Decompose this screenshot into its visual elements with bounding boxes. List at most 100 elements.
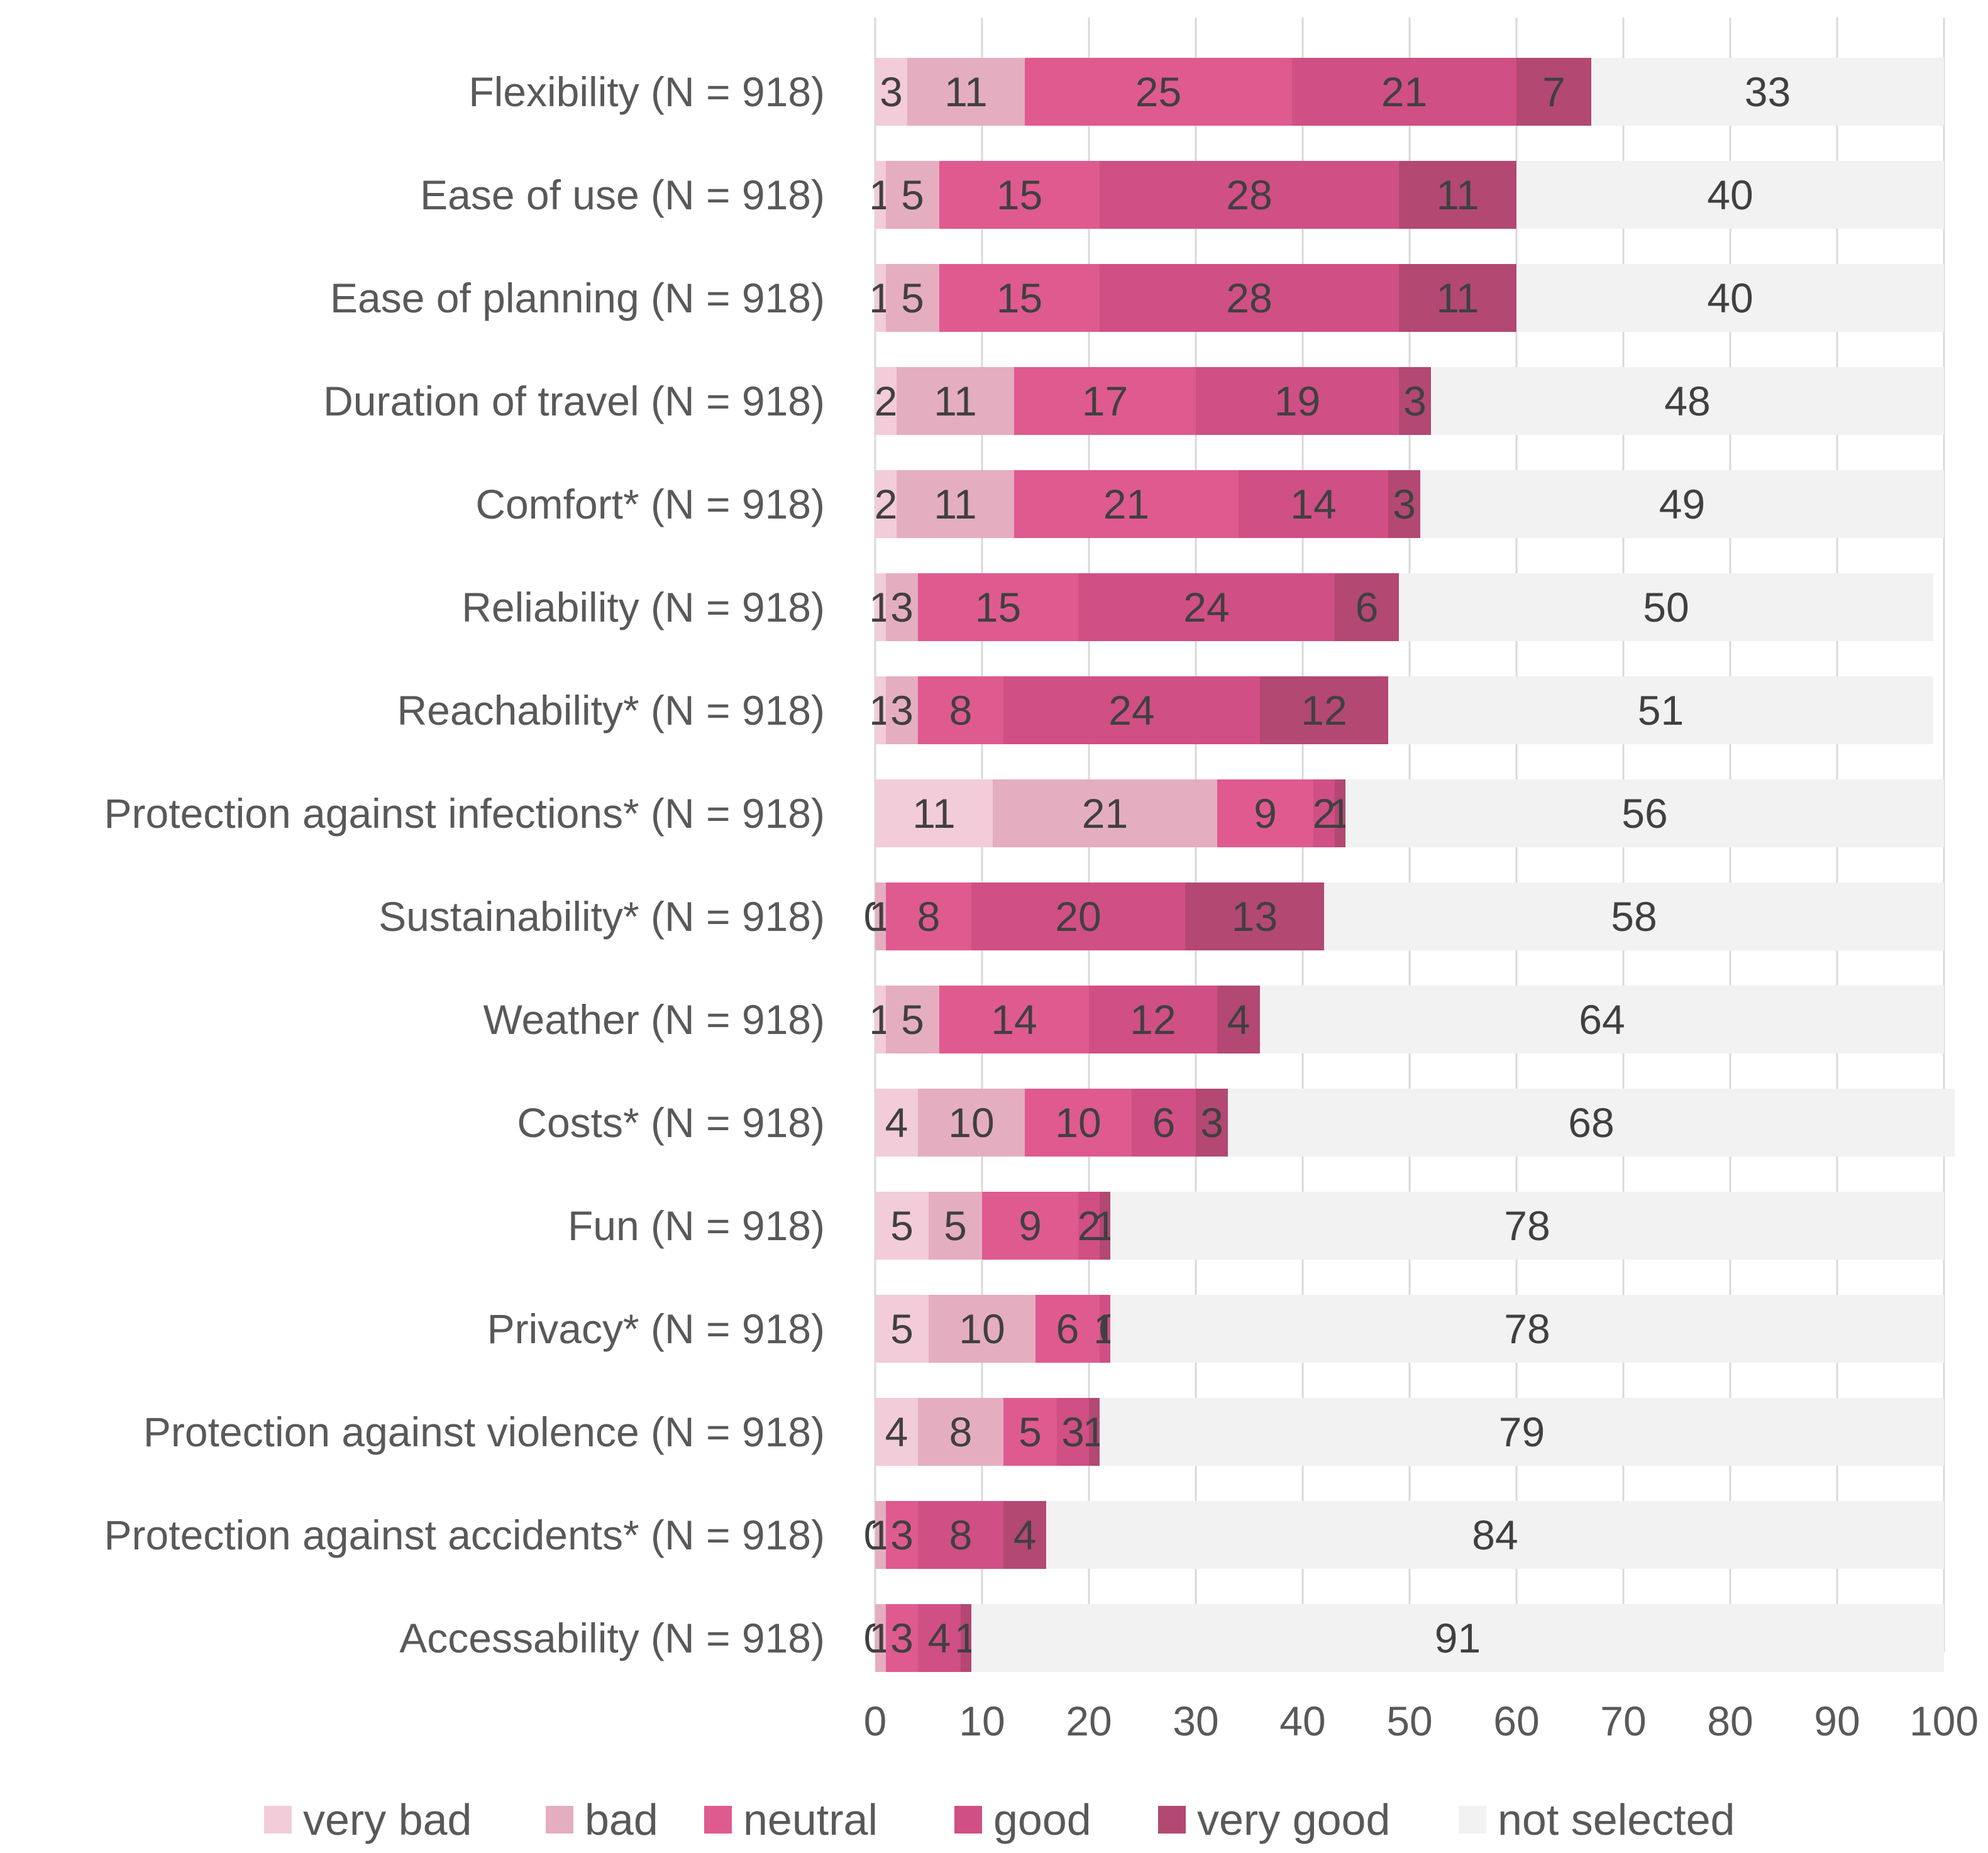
bar-reliability-not-selected xyxy=(1399,573,1933,641)
data-label-reachability-good: 24 xyxy=(1108,687,1154,734)
category-label-flexibility: Flexibility (N = 918) xyxy=(468,69,825,115)
legend-swatch-very-bad xyxy=(264,1806,292,1834)
bar-costs-very-good xyxy=(1196,1089,1228,1157)
bar-ease-of-use-bad xyxy=(886,161,939,229)
bar-costs-good xyxy=(1132,1089,1196,1157)
legend-swatch-bad xyxy=(546,1806,573,1834)
category-label-reachability: Reachability* (N = 918) xyxy=(397,687,826,734)
bar-duration-of-travel-good xyxy=(1196,367,1399,435)
bar-flexibility-very-good xyxy=(1516,58,1591,126)
data-label-costs-very-good: 3 xyxy=(1200,1099,1223,1146)
data-label-accessability-not-selected: 91 xyxy=(1435,1615,1481,1661)
data-label-protection-against-accidents-neutral: 3 xyxy=(890,1512,914,1558)
bar-reliability-neutral xyxy=(918,573,1078,641)
legend-label-very-bad: very bad xyxy=(303,1795,472,1844)
bar-sustainability-neutral xyxy=(886,883,971,950)
data-label-reachability-bad: 3 xyxy=(890,687,914,734)
data-label-weather-not-selected: 64 xyxy=(1579,996,1625,1043)
bar-costs-not-selected xyxy=(1228,1089,1955,1157)
legend-swatch-good xyxy=(954,1806,982,1834)
data-label-flexibility-very-good: 7 xyxy=(1542,69,1566,115)
data-label-weather-very-good: 4 xyxy=(1227,996,1251,1043)
category-labels: Flexibility (N = 918) Ease of use (N = 91… xyxy=(104,69,825,1661)
bar-duration-of-travel-very-bad xyxy=(875,367,897,435)
legend-label-not-selected: not selected xyxy=(1498,1795,1735,1844)
legend-label-bad: bad xyxy=(585,1795,658,1844)
bar-weather-very-good xyxy=(1217,986,1260,1053)
bar-fun-not-selected xyxy=(1110,1192,1944,1260)
x-tick-label-20: 20 xyxy=(1066,1698,1112,1744)
data-label-comfort-very-bad: 2 xyxy=(875,481,898,527)
bar-protection-against-infections-not-selected xyxy=(1345,779,1944,847)
data-label-costs-very-bad: 4 xyxy=(885,1099,908,1146)
bar-ease-of-use-not-selected xyxy=(1516,161,1944,229)
bars: 3 11 25 21 7 331 5 15 28 11 401 5 15 28 11 402 11 17 19 3 48… xyxy=(864,58,1955,1672)
bar-protection-against-accidents-neutral xyxy=(886,1501,918,1569)
bar-fun-neutral xyxy=(982,1192,1078,1260)
bar-sustainability-good xyxy=(971,883,1185,950)
bar-weather-not-selected xyxy=(1260,986,1944,1053)
data-label-duration-of-travel-bad: 11 xyxy=(934,378,977,424)
data-label-weather-good: 12 xyxy=(1130,996,1176,1043)
data-label-reliability-good: 24 xyxy=(1183,584,1229,630)
bar-privacy-not-selected xyxy=(1110,1295,1944,1363)
data-label-protection-against-accidents-good: 8 xyxy=(949,1512,973,1558)
data-label-duration-of-travel-not-selected: 48 xyxy=(1664,378,1710,424)
x-tick-label-10: 10 xyxy=(959,1698,1005,1744)
bar-ease-of-use-neutral xyxy=(939,161,1100,229)
data-label-ease-of-use-very-good: 11 xyxy=(1436,172,1479,218)
category-label-protection-against-accidents: Protection against accidents* (N = 918) xyxy=(104,1512,825,1558)
bar-weather-neutral xyxy=(939,986,1089,1053)
bar-reachability-very-bad xyxy=(875,676,886,744)
bar-duration-of-travel-not-selected xyxy=(1431,367,1944,435)
bar-protection-against-accidents-good xyxy=(918,1501,1003,1569)
legend-label-good: good xyxy=(993,1795,1091,1844)
data-label-privacy-not-selected: 78 xyxy=(1504,1306,1550,1352)
data-label-comfort-neutral: 21 xyxy=(1103,481,1149,527)
data-label-comfort-very-good: 3 xyxy=(1393,481,1416,527)
bar-protection-against-violence-very-bad xyxy=(875,1398,918,1466)
bar-comfort-not-selected xyxy=(1420,470,1944,538)
category-label-weather: Weather (N = 918) xyxy=(483,996,825,1043)
data-label-protection-against-violence-very-bad: 4 xyxy=(885,1409,908,1455)
category-label-accessability: Accessability (N = 918) xyxy=(399,1615,825,1661)
data-label-reachability-not-selected: 51 xyxy=(1638,687,1684,734)
data-label-reachability-very-good: 12 xyxy=(1301,687,1347,734)
bar-weather-good xyxy=(1089,986,1217,1053)
bar-privacy-good xyxy=(1100,1295,1110,1363)
bar-reachability-not-selected xyxy=(1388,676,1933,744)
category-label-ease-of-use: Ease of use (N = 918) xyxy=(420,172,825,218)
data-label-privacy-bad: 10 xyxy=(959,1306,1005,1352)
data-label-fun-very-bad: 5 xyxy=(890,1202,914,1249)
bar-ease-of-planning-not-selected xyxy=(1516,264,1944,332)
bar-accessability-good xyxy=(918,1604,961,1672)
bar-reachability-neutral xyxy=(918,676,1003,744)
bar-comfort-bad xyxy=(897,470,1014,538)
category-label-reliability: Reliability (N = 918) xyxy=(461,584,825,630)
bar-comfort-very-bad xyxy=(875,470,897,538)
bar-flexibility-neutral xyxy=(1025,58,1292,126)
bar-costs-bad xyxy=(918,1089,1025,1157)
data-label-ease-of-planning-not-selected: 40 xyxy=(1707,275,1753,321)
data-label-protection-against-accidents-not-selected: 84 xyxy=(1472,1512,1518,1558)
bar-duration-of-travel-neutral xyxy=(1014,367,1196,435)
legend-swatch-neutral xyxy=(704,1806,732,1834)
bar-fun-bad xyxy=(929,1192,982,1260)
bar-ease-of-planning-neutral xyxy=(939,264,1100,332)
data-label-weather-neutral: 14 xyxy=(991,996,1037,1043)
bar-protection-against-infections-good xyxy=(1313,779,1335,847)
data-label-protection-against-violence-neutral: 5 xyxy=(1019,1409,1042,1455)
bar-reliability-bad xyxy=(886,573,918,641)
data-label-fun-neutral: 9 xyxy=(1019,1202,1042,1249)
data-label-accessability-good: 4 xyxy=(928,1615,951,1661)
data-label-sustainability-good: 20 xyxy=(1055,893,1101,940)
bar-flexibility-very-bad xyxy=(875,58,907,126)
bar-sustainability-very-good xyxy=(1185,883,1324,950)
category-label-protection-against-violence: Protection against violence (N = 918) xyxy=(143,1409,825,1455)
data-label-protection-against-infections-very-bad: 11 xyxy=(912,790,956,837)
data-label-flexibility-very-bad: 3 xyxy=(880,69,903,115)
bar-protection-against-infections-neutral xyxy=(1217,779,1313,847)
data-label-costs-good: 6 xyxy=(1152,1099,1176,1146)
data-label-protection-against-violence-not-selected: 79 xyxy=(1499,1409,1545,1455)
bar-flexibility-bad xyxy=(907,58,1025,126)
